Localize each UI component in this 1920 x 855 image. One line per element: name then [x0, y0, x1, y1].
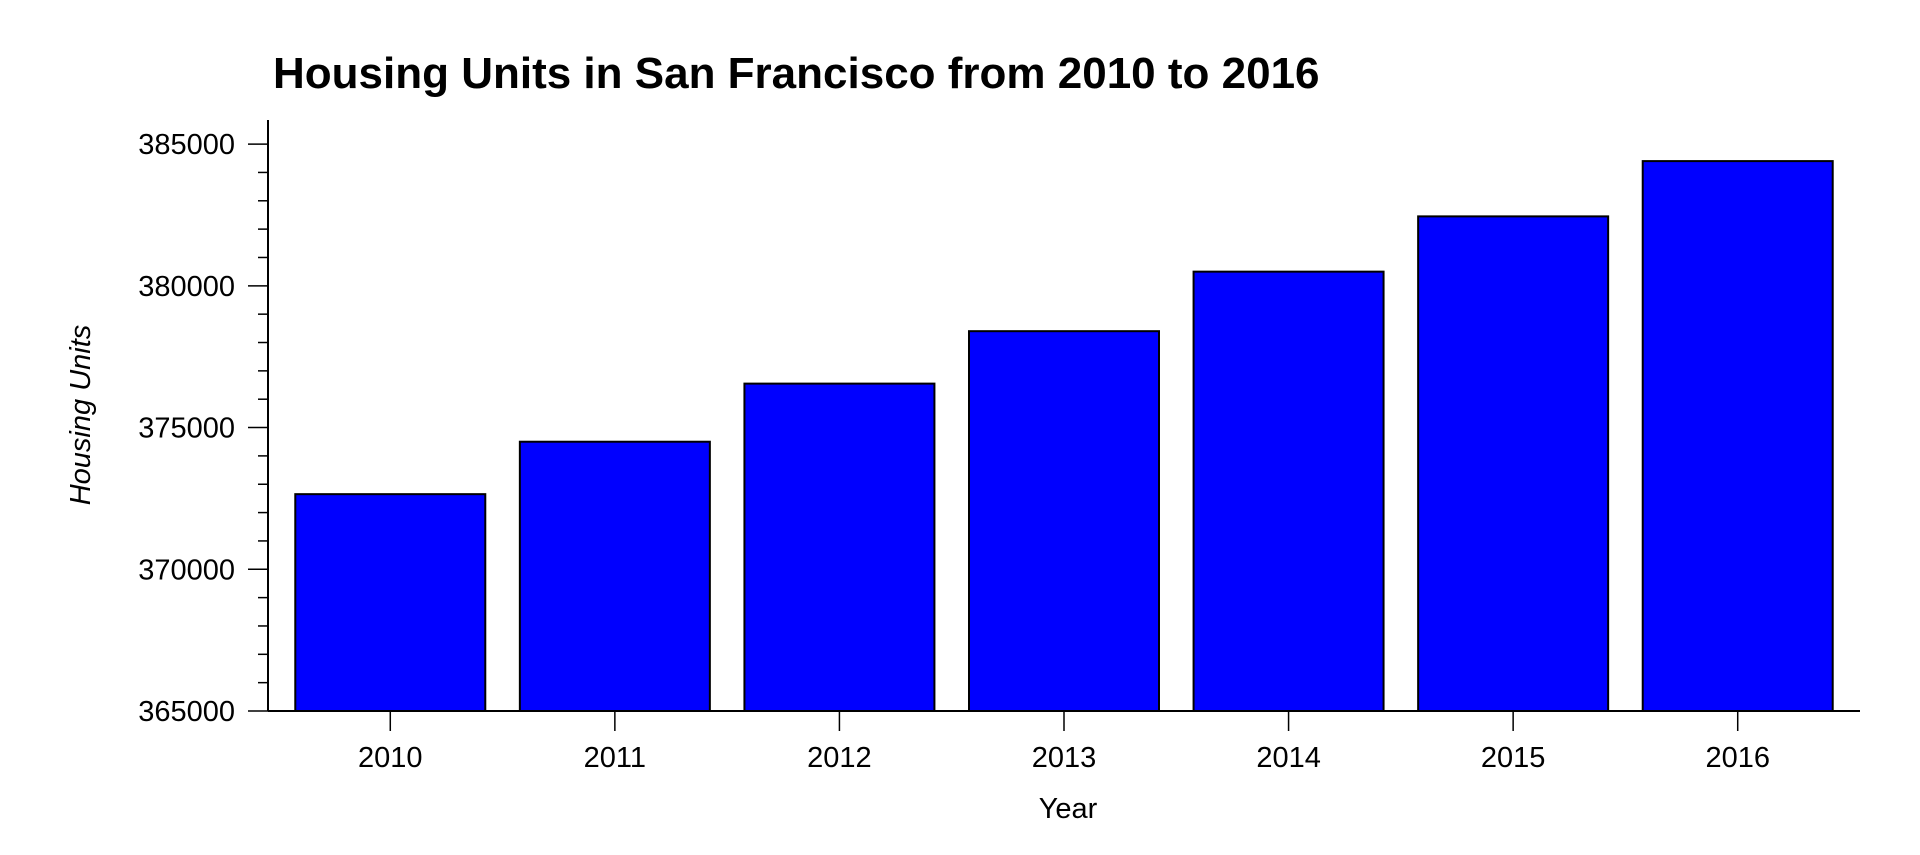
bar-2012	[743, 382, 936, 712]
bar-2014	[1192, 270, 1385, 712]
x-tick-label: 2015	[1481, 742, 1546, 774]
chart-title: Housing Units in San Francisco from 2010…	[273, 49, 1320, 98]
x-axis-label: Year	[1039, 793, 1098, 825]
x-tick-label: 2016	[1705, 742, 1770, 774]
y-tick-label: 380000	[138, 271, 235, 303]
x-tick-label: 2012	[807, 742, 872, 774]
x-tick-label: 2011	[584, 742, 646, 774]
bar-2010	[294, 493, 487, 712]
y-axis-label: Housing Units	[65, 325, 97, 506]
x-axis-ticks: 2010 2011 2012 2013 2014 2015 2016	[358, 711, 1770, 774]
bar-2015	[1417, 215, 1610, 712]
x-tick-label: 2010	[358, 742, 423, 774]
y-tick-label: 370000	[138, 554, 235, 586]
y-tick-label: 375000	[138, 413, 235, 445]
bar-2013	[968, 330, 1160, 712]
x-tick-label: 2014	[1256, 742, 1321, 774]
x-tick-label: 2013	[1032, 742, 1097, 774]
bar-2011	[518, 440, 711, 712]
bar-series	[294, 160, 1834, 713]
y-axis-ticks: 365000 370000 375000 380000 385000	[138, 129, 268, 728]
y-tick-label: 385000	[138, 129, 235, 161]
y-tick-label: 365000	[138, 696, 235, 728]
bar-2016	[1641, 160, 1834, 713]
